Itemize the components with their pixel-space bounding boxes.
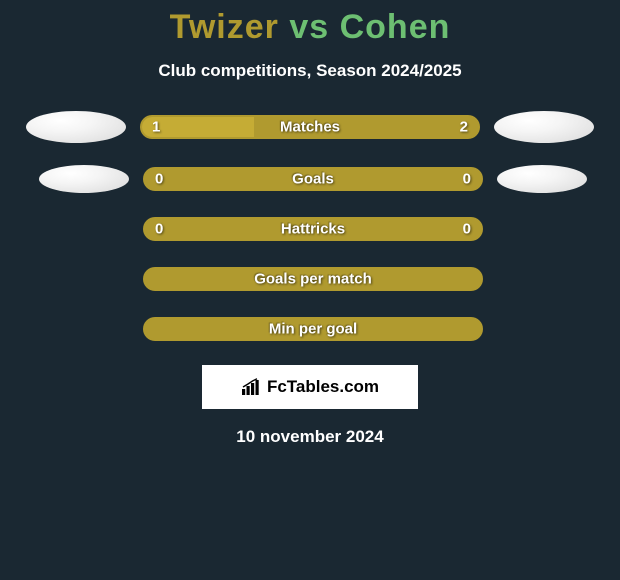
stat-left-value: 0 (155, 221, 163, 238)
player1-orb (26, 111, 126, 143)
subtitle: Club competitions, Season 2024/2025 (0, 61, 620, 81)
stat-row: Goals per match (0, 265, 620, 293)
stat-row: 0 0 Hattricks (0, 215, 620, 243)
stat-label: Matches (280, 119, 340, 136)
vs-label: vs (289, 8, 329, 46)
stat-right-value: 0 (463, 171, 471, 188)
stat-label: Hattricks (281, 221, 345, 238)
stat-label: Goals per match (254, 271, 372, 288)
stat-bar: 1 2 Matches (140, 115, 480, 139)
stat-left-value: 1 (152, 119, 160, 136)
brand-text: FcTables.com (267, 377, 379, 397)
stat-bar: 0 0 Goals (143, 167, 483, 191)
stat-bar: 0 0 Hattricks (143, 217, 483, 241)
player2-orb (494, 111, 594, 143)
stat-label: Goals (292, 171, 334, 188)
stat-row: 1 2 Matches (0, 111, 620, 143)
brand-inner: FcTables.com (241, 377, 379, 397)
stat-bar: Min per goal (143, 317, 483, 341)
stat-bar: Goals per match (143, 267, 483, 291)
page-title: Twizer vs Cohen (0, 8, 620, 47)
stat-bars: 1 2 Matches 0 0 Goals 0 0 Hattricks Goals per mat… (0, 111, 620, 343)
comparison-card: Twizer vs Cohen Club competitions, Seaso… (0, 0, 620, 447)
stat-right-value: 2 (460, 119, 468, 136)
stat-row: 0 0 Goals (0, 165, 620, 193)
bars-icon (241, 378, 263, 396)
player2-name: Cohen (340, 8, 451, 46)
stat-right-value: 0 (463, 221, 471, 238)
player1-name: Twizer (170, 8, 279, 46)
player2-orb (497, 165, 587, 193)
stat-row: Min per goal (0, 315, 620, 343)
stat-left-value: 0 (155, 171, 163, 188)
date-label: 10 november 2024 (0, 427, 620, 447)
player1-orb (39, 165, 129, 193)
brand-badge: FcTables.com (202, 365, 418, 409)
stat-label: Min per goal (269, 321, 357, 338)
